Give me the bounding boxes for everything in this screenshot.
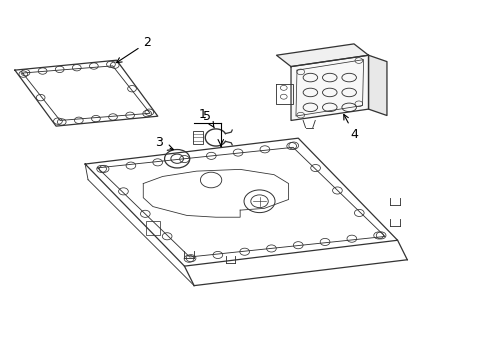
Polygon shape [276, 44, 368, 67]
Text: 2: 2 [117, 36, 151, 63]
Text: 1: 1 [199, 108, 207, 121]
Text: 4: 4 [344, 114, 359, 141]
Bar [193, 131, 203, 144]
Polygon shape [291, 55, 368, 121]
Text: 3: 3 [155, 136, 163, 149]
Polygon shape [368, 55, 387, 116]
Bar [146, 221, 160, 235]
Text: 5: 5 [203, 110, 214, 128]
